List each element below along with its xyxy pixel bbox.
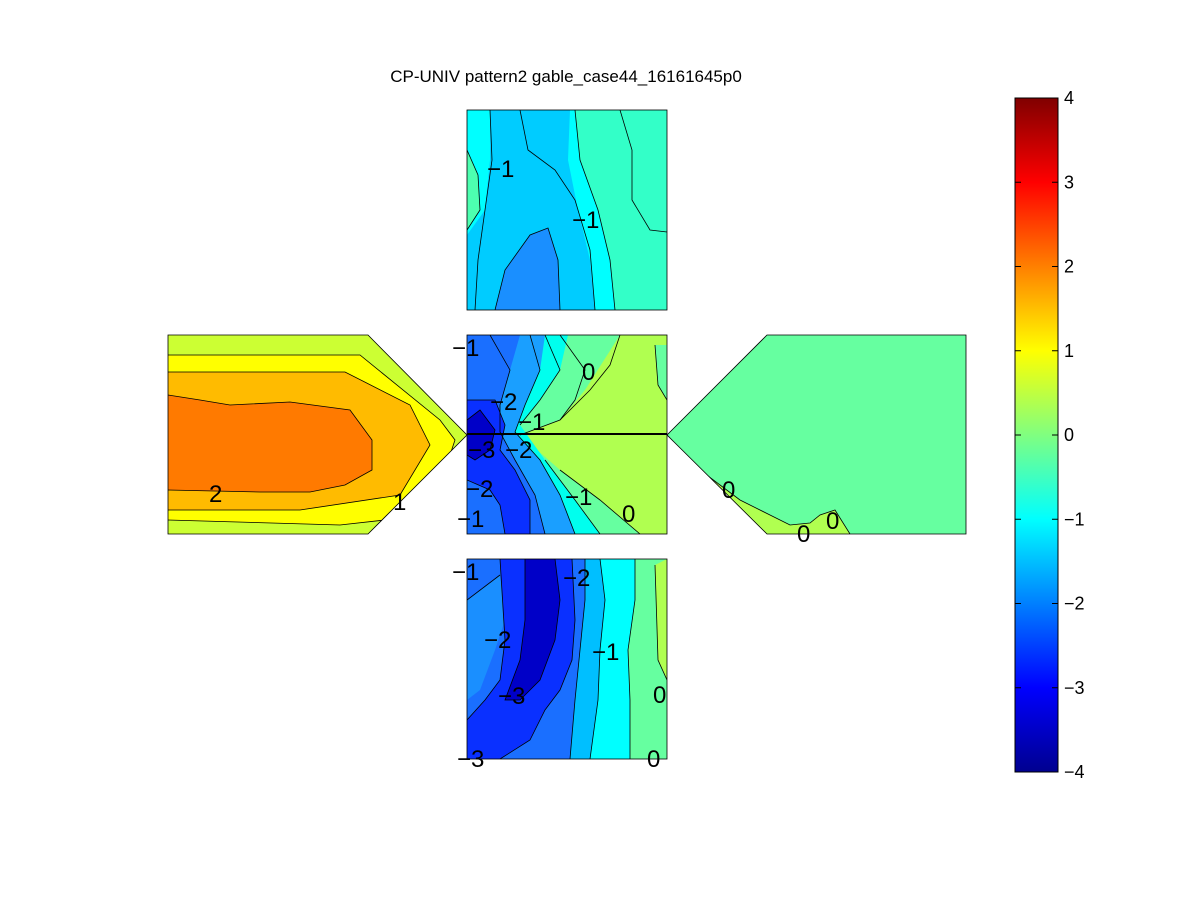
colorbar-tick-label: −4	[1064, 762, 1085, 782]
colorbar-tick-label: 2	[1064, 257, 1074, 277]
center-roof-band-green-right	[590, 335, 667, 434]
right-gable-frame	[666, 334, 967, 535]
center-roof-contour-label: −1	[518, 409, 545, 436]
left-gable-frame	[167, 334, 468, 535]
right-gable-contour-label: 0	[826, 508, 839, 535]
bottom-face-contour-label: 0	[653, 682, 666, 709]
chart-title: CP-UNIV pattern2 gable_case44_16161645p0	[390, 67, 742, 86]
top-face-band-light-blue	[467, 110, 595, 310]
top-face-frame	[466, 109, 668, 311]
top-face-panel	[467, 110, 667, 310]
colorbar-ticks: 4 3 2 1 0 −1 −2 −3 −4	[1015, 88, 1085, 782]
bottom-face-contour-label: −2	[563, 565, 590, 592]
colorbar-tick-label: −3	[1064, 678, 1085, 698]
right-gable-band-base	[667, 335, 966, 534]
center-roof-contour-label: −1	[452, 335, 479, 362]
right-gable-contour-label: 0	[722, 477, 735, 504]
center-roof-contour-label: 0	[622, 501, 635, 528]
bottom-face-contour-label: 0	[647, 746, 660, 773]
top-face-band-blue	[495, 228, 560, 310]
bottom-face-contour-label: −1	[592, 639, 619, 666]
bottom-face-contour-label: −1	[452, 559, 479, 586]
colorbar-tick-label: 3	[1064, 172, 1074, 192]
bottom-face-band-blue2	[467, 575, 505, 700]
right-gable-band-light-green	[667, 435, 850, 534]
left-gable-contour-label: 1	[393, 489, 406, 516]
center-roof-contour-label: −2	[490, 389, 517, 416]
colorbar-tick-label: −1	[1064, 509, 1085, 529]
left-gable-contour-label: 2	[209, 481, 222, 508]
colorbar-tick-label: 1	[1064, 341, 1074, 361]
center-roof-contour-label: −2	[505, 437, 532, 464]
colorbar-tick-label: −2	[1064, 594, 1085, 614]
center-roof-contour-label: −1	[565, 484, 592, 511]
colorbar-scale	[1014, 97, 1059, 773]
bottom-face-frame	[466, 558, 668, 760]
bottom-face-panel	[467, 559, 667, 759]
left-gable-band-orange	[168, 395, 372, 492]
bottom-face-contour-label: −3	[498, 683, 525, 710]
contour-labels: −1−12 1−10−2−1−3 −2−2 −10−100 0−1 −2−2 −1−3 0−3…	[209, 156, 839, 773]
top-face-contour-label: −1	[487, 156, 514, 183]
top-face-band-green-edge	[467, 150, 480, 230]
colorbar: 4 3 2 1 0 −1 −2 −3 −4	[1014, 88, 1085, 782]
center-roof-contour-label: −2	[466, 476, 493, 503]
right-gable-panel	[667, 335, 966, 534]
top-face-contour-label: −1	[572, 207, 599, 234]
bottom-face-contour-label: −3	[457, 746, 484, 773]
right-gable-contour-label: 0	[797, 521, 810, 548]
bottom-face-band-navy	[505, 559, 560, 700]
center-roof-contour-label: −3	[468, 437, 495, 464]
center-roof-contour-label: −1	[457, 506, 484, 533]
center-roof-band-green-edge	[655, 345, 667, 400]
center-roof-contour-label: 0	[582, 359, 595, 386]
colorbar-tick-label: 0	[1064, 425, 1074, 445]
colorbar-tick-label: 4	[1064, 88, 1074, 108]
bottom-face-contour-label: −2	[484, 627, 511, 654]
